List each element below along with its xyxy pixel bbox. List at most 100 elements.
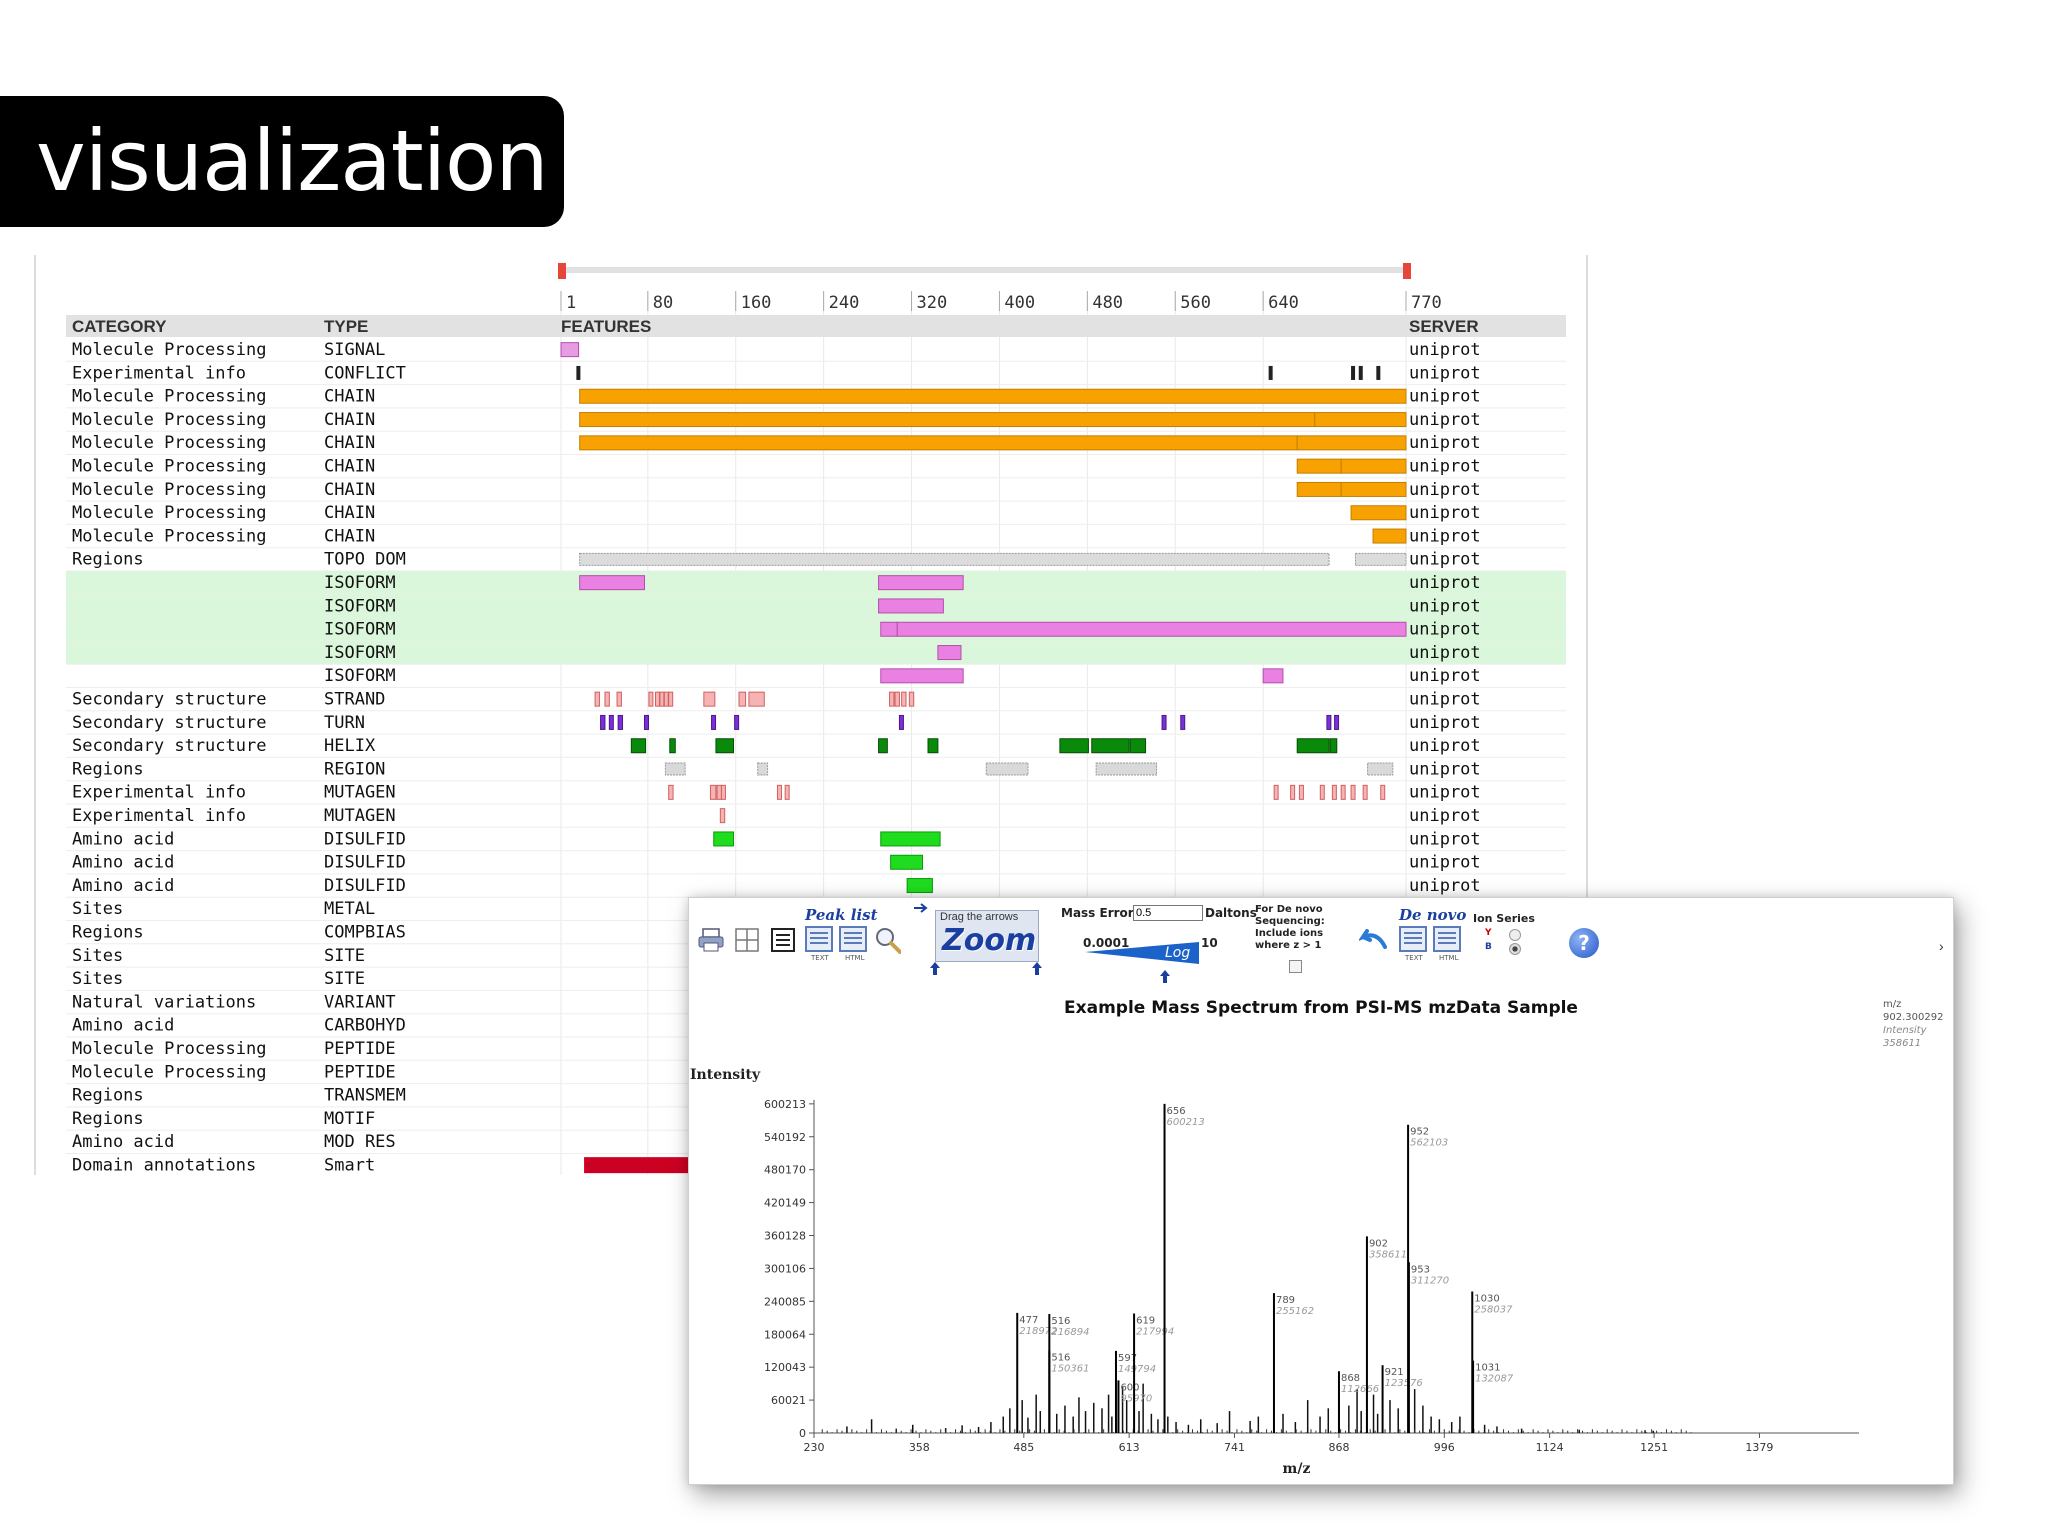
feature-segment-helix[interactable] <box>927 738 939 754</box>
feature-segment-mutagen[interactable] <box>784 784 790 800</box>
feature-segment-strand[interactable] <box>604 691 610 707</box>
zoom-left-handle[interactable] <box>927 960 943 976</box>
feature-segment-mutagen[interactable] <box>1380 784 1386 800</box>
feature-segment-mutagen[interactable] <box>668 784 674 800</box>
feature-segment-strand[interactable] <box>748 691 765 707</box>
feature-segment-topo[interactable] <box>1354 552 1407 566</box>
feature-segment-mutagen[interactable] <box>1350 784 1356 800</box>
feature-segment-chain[interactable] <box>579 435 1298 451</box>
feature-segment-isoform[interactable] <box>878 575 964 591</box>
feature-segment-mutagen[interactable] <box>709 784 717 800</box>
text-export-icon[interactable] <box>805 926 833 952</box>
feature-segment-strand[interactable] <box>703 691 716 707</box>
feature-segment-region[interactable] <box>985 762 1029 776</box>
feature-segment-mutagen[interactable] <box>1290 784 1296 800</box>
feature-segment-smart[interactable] <box>584 1157 703 1174</box>
feature-segment-turn[interactable] <box>1161 714 1167 730</box>
feature-segment-chain[interactable] <box>579 388 1407 404</box>
zoom-control[interactable]: Drag the arrows Zoom <box>935 910 1039 962</box>
feature-segment-helix[interactable] <box>1059 738 1089 754</box>
feature-segment-helix[interactable] <box>1091 738 1130 754</box>
feature-segment-chain[interactable] <box>1296 458 1342 474</box>
feature-segment-tick[interactable] <box>1351 365 1356 380</box>
feature-segment-helix[interactable] <box>1296 738 1330 754</box>
feature-segment-isoform[interactable] <box>579 575 646 591</box>
feature-segment-strand[interactable] <box>738 691 747 707</box>
feature-segment-strand[interactable] <box>648 691 654 707</box>
feature-segment-region[interactable] <box>664 762 686 776</box>
feature-segment-topo[interactable] <box>579 552 1330 566</box>
feature-segment-chain[interactable] <box>1314 412 1407 428</box>
feature-segment-mutagen[interactable] <box>1298 784 1304 800</box>
feature-segment-disulfid[interactable] <box>713 831 735 847</box>
feature-segment-mutagen[interactable] <box>1331 784 1337 800</box>
back-arrow-icon[interactable] <box>1359 926 1387 954</box>
list-icon[interactable] <box>769 926 797 954</box>
feature-segment-strand[interactable] <box>889 691 895 707</box>
feature-segment-strand[interactable] <box>654 691 660 707</box>
feature-segment-tick[interactable] <box>576 365 581 380</box>
feature-segment-turn[interactable] <box>1334 714 1340 730</box>
feature-segment-turn[interactable] <box>1180 714 1186 730</box>
feature-segment-strand[interactable] <box>659 691 665 707</box>
feature-segment-mutagen[interactable] <box>1319 784 1325 800</box>
feature-segment-mutagen[interactable] <box>720 784 726 800</box>
feature-segment-strand[interactable] <box>663 691 669 707</box>
feature-segment-signal[interactable] <box>560 342 580 358</box>
feature-segment-mutagen[interactable] <box>719 808 726 824</box>
feature-segment-turn[interactable] <box>898 714 904 730</box>
feature-segment-mutagen[interactable] <box>1273 784 1279 800</box>
feature-segment-turn[interactable] <box>1326 714 1332 730</box>
window-scroll-arrow[interactable]: › <box>1939 938 1944 954</box>
feature-segment-region[interactable] <box>757 762 769 776</box>
feature-segment-isoform[interactable] <box>1262 668 1284 684</box>
feature-segment-chain[interactable] <box>579 412 1316 428</box>
printer-icon[interactable] <box>697 926 725 954</box>
range-slider-left-handle[interactable] <box>558 263 566 279</box>
feature-segment-turn[interactable] <box>600 714 606 730</box>
feature-segment-strand[interactable] <box>901 691 907 707</box>
feature-segment-chain[interactable] <box>1372 528 1407 544</box>
feature-segment-isoform[interactable] <box>937 645 962 661</box>
feature-segment-region[interactable] <box>1367 762 1394 776</box>
feature-segment-tick[interactable] <box>1376 365 1381 380</box>
feature-segment-turn[interactable] <box>734 714 740 730</box>
feature-segment-helix[interactable] <box>630 738 647 754</box>
feature-segment-turn[interactable] <box>644 714 650 730</box>
mass-error-input[interactable]: 0.5 <box>1133 905 1203 921</box>
range-slider-right-handle[interactable] <box>1403 263 1411 279</box>
feature-segment-helix[interactable] <box>1129 738 1147 754</box>
de-novo-html-icon[interactable] <box>1433 926 1461 952</box>
html-export-icon[interactable] <box>839 926 867 952</box>
ion-b-radio[interactable] <box>1509 943 1521 955</box>
de-novo-text-icon[interactable] <box>1399 926 1427 952</box>
magnifier-icon[interactable] <box>873 926 901 954</box>
ion-y-radio[interactable] <box>1509 929 1521 941</box>
zoom-right-handle[interactable] <box>1029 960 1045 976</box>
feature-segment-disulfid[interactable] <box>880 831 941 847</box>
feature-segment-mutagen[interactable] <box>776 784 782 800</box>
mass-spectrum-chart[interactable]: 0 60021 120043 180064 240085 300106 360128 4201… <box>689 898 1953 1484</box>
feature-segment-strand[interactable] <box>894 691 900 707</box>
feature-segment-tick[interactable] <box>1268 365 1273 380</box>
feature-segment-region[interactable] <box>1095 762 1158 776</box>
feature-segment-chain[interactable] <box>1350 505 1407 521</box>
feature-segment-isoform[interactable] <box>880 668 964 684</box>
feature-segment-strand[interactable] <box>594 691 600 707</box>
feature-segment-isoform[interactable] <box>896 621 1407 637</box>
multiply-charged-checkbox[interactable] <box>1289 960 1302 973</box>
feature-segment-strand[interactable] <box>908 691 915 707</box>
log-scale-slider[interactable]: Log <box>1083 938 1203 973</box>
feature-segment-isoform[interactable] <box>880 621 898 637</box>
feature-segment-chain[interactable] <box>1340 481 1407 497</box>
feature-segment-chain[interactable] <box>1340 458 1407 474</box>
feature-segment-isoform[interactable] <box>878 598 944 614</box>
feature-segment-strand[interactable] <box>668 691 674 707</box>
feature-segment-mutagen[interactable] <box>716 784 722 800</box>
feature-segment-helix[interactable] <box>715 738 735 754</box>
feature-segment-turn[interactable] <box>617 714 624 730</box>
feature-segment-turn[interactable] <box>711 714 717 730</box>
feature-segment-helix[interactable] <box>669 738 676 754</box>
feature-segment-disulfid[interactable] <box>890 854 924 870</box>
feature-segment-turn[interactable] <box>608 714 614 730</box>
